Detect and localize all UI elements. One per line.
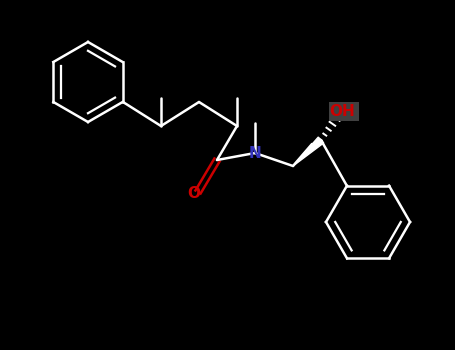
Polygon shape xyxy=(293,137,324,166)
FancyBboxPatch shape xyxy=(329,102,359,121)
Text: OH: OH xyxy=(329,105,355,119)
Text: O: O xyxy=(187,187,201,202)
Text: N: N xyxy=(248,146,261,161)
